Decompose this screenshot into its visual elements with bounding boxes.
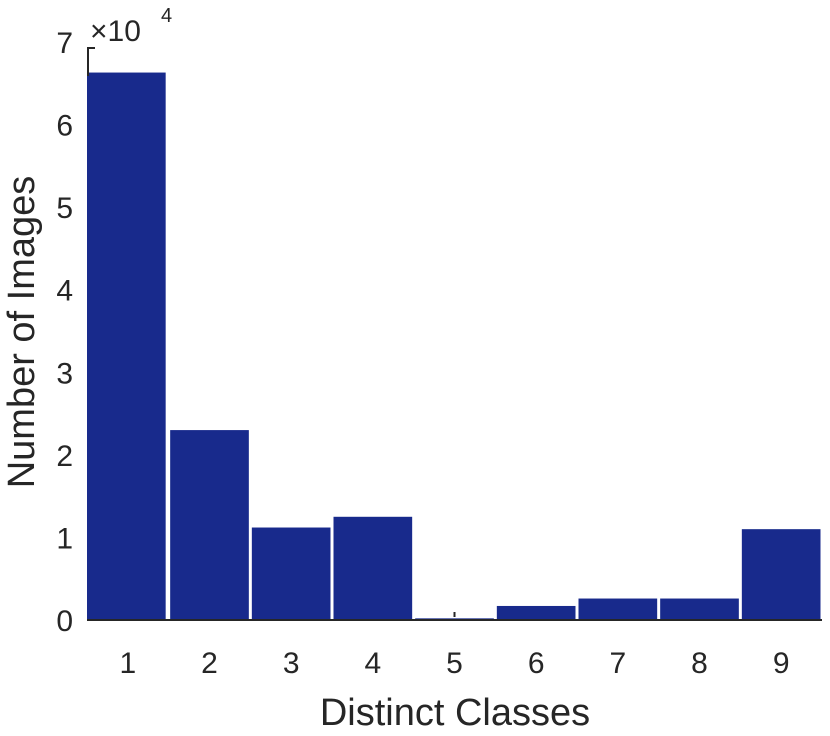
bar-9: [741, 529, 821, 620]
y-tick-label-0: 0: [56, 605, 73, 638]
multiplier-base-text: ×10: [90, 15, 141, 48]
bar-6: [496, 605, 576, 620]
x-tick-label-7: 7: [609, 647, 626, 680]
bar-4: [333, 516, 413, 620]
x-tick-label-3: 3: [283, 647, 300, 680]
y-tick-label-3: 3: [56, 357, 73, 390]
y-tick-label-5: 5: [56, 192, 73, 225]
y-tick-label-7: 7: [56, 27, 73, 60]
bar-2: [170, 430, 249, 620]
y-tick-labels: 0 1 2 3 4 5 6 7: [56, 27, 73, 638]
bar-3: [251, 527, 331, 620]
x-axis-label: Distinct Classes: [320, 692, 590, 734]
x-tick-label-5: 5: [446, 647, 463, 680]
x-tick-label-9: 9: [773, 647, 790, 680]
y-tick-label-2: 2: [56, 440, 73, 473]
y-tick-label-1: 1: [56, 522, 73, 555]
x-tick-label-8: 8: [691, 647, 708, 680]
bar-7: [578, 598, 658, 620]
y-axis-label: Number of Images: [1, 176, 43, 489]
bars-layer: [87, 72, 821, 621]
multiplier-bracket: [87, 47, 95, 76]
bar-1: [87, 72, 166, 621]
y-axis-multiplier: ×10 4: [87, 5, 172, 76]
x-tick-labels: 1 2 3 4 5 6 7 8 9: [119, 647, 789, 680]
x-tick-label-4: 4: [364, 647, 381, 680]
x-tick-label-2: 2: [201, 647, 218, 680]
multiplier-exponent-text: 4: [161, 5, 172, 27]
y-tick-label-6: 6: [56, 110, 73, 143]
x-tick-label-6: 6: [528, 647, 545, 680]
bar-8: [660, 598, 739, 620]
y-tick-label-4: 4: [56, 275, 73, 308]
x-tick-label-1: 1: [119, 647, 136, 680]
